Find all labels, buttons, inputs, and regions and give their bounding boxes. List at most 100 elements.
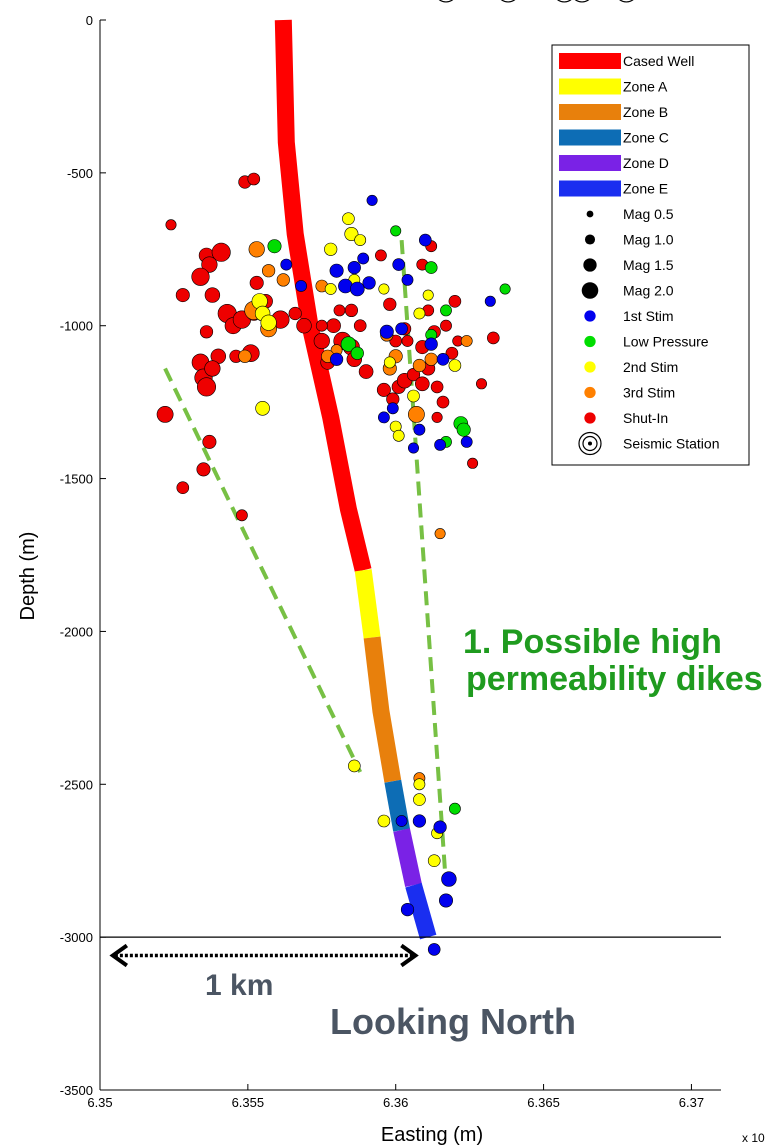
event-point [400, 902, 415, 917]
event-point [288, 306, 302, 321]
event-point [383, 356, 396, 369]
well-segment [354, 569, 381, 639]
legend-swatch-dot [586, 210, 594, 218]
station-ring-outer [557, 0, 572, 3]
event-point [330, 352, 344, 366]
event-point [340, 336, 357, 352]
x-tick-label: 6.36 [383, 1095, 408, 1110]
event-point [347, 759, 361, 773]
event-point [445, 346, 459, 360]
event-point [324, 242, 338, 256]
event-point [413, 778, 426, 791]
event-point [315, 319, 328, 332]
y-tick-label: 0 [86, 13, 93, 28]
event-point [431, 411, 443, 423]
event-point [422, 289, 434, 301]
station-ring-outer [500, 0, 516, 3]
scale-arrow-right [400, 943, 419, 968]
seismic-station-icon [619, 0, 634, 3]
legend-label: Zone D [623, 155, 669, 171]
y-tick-label: -1000 [60, 319, 93, 334]
dike-line [163, 367, 363, 773]
y-tick-label: -1500 [60, 472, 93, 487]
legend-label: Zone E [623, 181, 668, 197]
event-point [414, 376, 430, 392]
y-tick-label: -3000 [60, 930, 93, 945]
x-axis-label: Easting (m) [381, 1124, 483, 1146]
event-point [349, 281, 365, 297]
station-ring-outer [619, 0, 634, 3]
event-point [350, 346, 364, 360]
legend-swatch-dot [584, 412, 596, 424]
dike-lines [163, 239, 448, 886]
seismic-station-icon [578, 431, 602, 456]
station-center [588, 441, 592, 446]
event-point [357, 252, 370, 265]
legend-label: 3rd Stim [623, 385, 675, 401]
event-point [358, 364, 374, 379]
y-axis-label: Depth (m) [17, 532, 39, 621]
event-point [238, 349, 252, 363]
event-point [448, 359, 462, 372]
event-point [430, 380, 444, 394]
event-point [436, 352, 450, 366]
event-point [383, 297, 397, 311]
event-point [460, 335, 473, 347]
event-point [354, 234, 367, 246]
station-ring-outer [578, 431, 602, 456]
event-point [412, 814, 427, 828]
event-point [412, 358, 427, 373]
seismic-station-icon [500, 0, 516, 3]
legend-swatch-bar [559, 78, 621, 95]
view-direction-label: Looking North [330, 1001, 576, 1042]
station-ring-inner [582, 435, 598, 452]
event-point [486, 331, 500, 345]
legend-swatch-dot [581, 282, 599, 299]
depth-and-scale [100, 936, 721, 968]
event-point [196, 462, 211, 477]
event-point [235, 509, 248, 522]
event-point [211, 242, 231, 262]
event-point [296, 318, 312, 334]
event-point [366, 194, 378, 206]
event-point [413, 307, 426, 320]
event-point [433, 820, 447, 834]
x-tick-label: 6.355 [232, 1095, 265, 1110]
legend-swatch-bar [559, 155, 621, 171]
event-point [448, 802, 461, 815]
event-point [379, 324, 394, 339]
dikes-annotation-line2: permeability dikes [466, 660, 763, 698]
dikes-annotation-line1: 1. Possible high [463, 623, 722, 661]
event-point [418, 233, 432, 247]
event-point [440, 304, 452, 317]
event-point [201, 256, 218, 273]
axes-frame [99, 20, 721, 1091]
event-point [395, 322, 408, 336]
event-point [276, 273, 290, 287]
event-point [377, 814, 391, 828]
event-point [280, 258, 293, 271]
event-point [344, 303, 359, 318]
event-point [427, 943, 441, 956]
event-point [460, 435, 473, 448]
event-point [424, 337, 438, 351]
legend-swatch-dot [584, 335, 596, 348]
event-point [176, 481, 190, 495]
event-point [392, 258, 406, 271]
legend-label: Mag 2.0 [623, 283, 674, 299]
legend-label: Low Pressure [623, 334, 709, 350]
event-point [353, 319, 367, 333]
event-point [434, 438, 446, 451]
y-tick-label: -2000 [60, 624, 93, 639]
legend-label: Zone C [623, 130, 669, 146]
event-point [484, 295, 496, 307]
event-point [347, 261, 361, 275]
well-segment [405, 882, 437, 940]
event-point [386, 402, 399, 415]
event-points [156, 172, 511, 956]
event-point [438, 893, 453, 908]
event-point [260, 314, 277, 331]
legend-swatch-bar [559, 129, 621, 146]
